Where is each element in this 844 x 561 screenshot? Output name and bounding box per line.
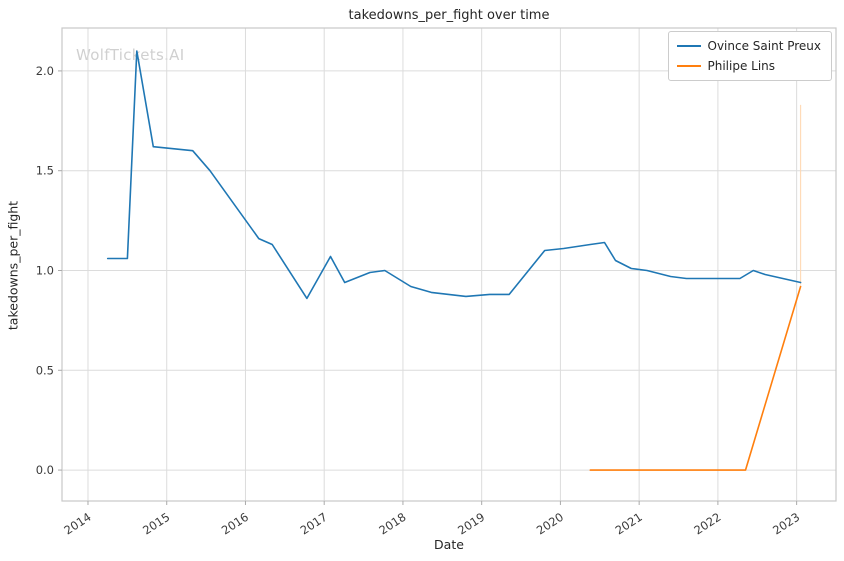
x-tick-label: 2020 <box>534 510 566 538</box>
legend-item-ovince-saint-preux: Ovince Saint Preux <box>676 39 822 53</box>
y-tick-label: 2.0 <box>36 64 54 78</box>
x-tick-label: 2023 <box>770 510 802 538</box>
x-tick-label: 2016 <box>219 510 251 538</box>
legend-label: Ovince Saint Preux <box>707 39 822 53</box>
y-axis-label: takedowns_per_fight <box>5 200 21 331</box>
x-axis-label: Date <box>434 537 464 552</box>
x-tick-label: 2017 <box>298 510 330 538</box>
series-line-ovince-saint-preux <box>106 50 802 300</box>
x-tick-label: 2019 <box>455 510 487 538</box>
legend-label: Philipe Lins <box>707 59 776 73</box>
plot-border <box>61 27 837 502</box>
y-tick-label: 1.5 <box>36 164 54 178</box>
legend-item-philipe-lins: Philipe Lins <box>676 59 822 73</box>
x-tick-label: 2021 <box>613 510 645 538</box>
x-tick-label: 2018 <box>376 510 408 538</box>
series-line-philipe-lins <box>589 285 802 471</box>
watermark-text: WolfTickets.AI <box>76 46 185 64</box>
y-tick-label: 0.0 <box>36 463 54 477</box>
x-tick-label: 2015 <box>140 510 172 538</box>
legend: Ovince Saint Preux Philipe Lins <box>667 31 832 81</box>
x-tick-label: 2022 <box>691 510 723 538</box>
legend-line-sample-orange <box>676 65 701 67</box>
x-tick-label: 2014 <box>61 510 93 538</box>
legend-line-sample-blue <box>676 45 701 47</box>
y-tick-label: 0.5 <box>36 363 54 377</box>
y-tick-label: 1.0 <box>36 263 54 277</box>
chart-title: takedowns_per_fight over time <box>348 8 550 23</box>
